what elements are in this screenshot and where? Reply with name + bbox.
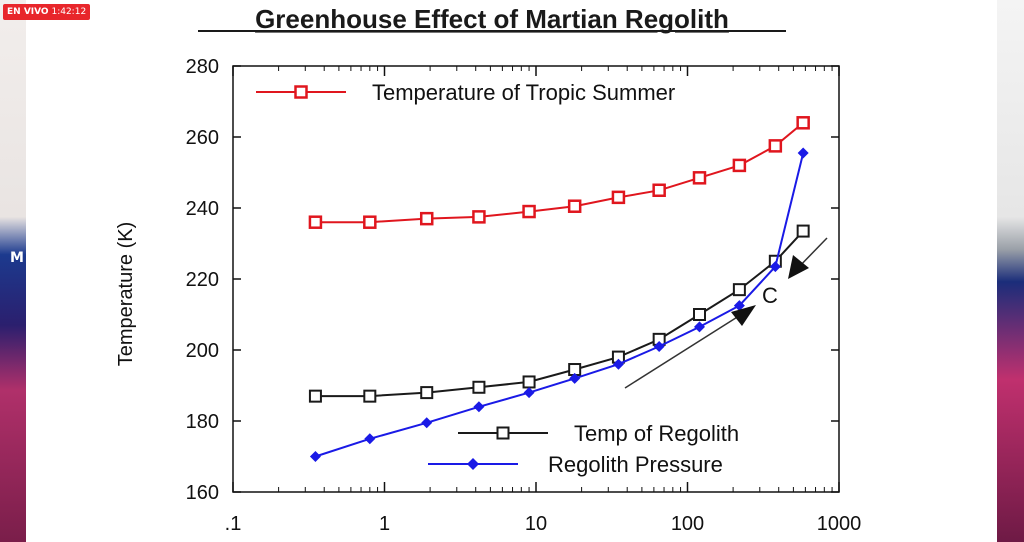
x-ticks: .1 1 10 100 1000	[225, 66, 862, 535]
data-point	[692, 308, 706, 321]
data-point	[569, 372, 581, 384]
data-point	[692, 171, 707, 185]
data-point	[523, 387, 535, 399]
x-tick-label: .1	[225, 513, 242, 535]
data-point	[363, 389, 377, 403]
y-axis-label: Temperature (K)	[115, 222, 137, 367]
annotation-arrow-line-lower	[624, 308, 751, 389]
data-point	[769, 261, 781, 273]
x-tick-label: 1000	[817, 513, 862, 535]
legend-label-regolith-temp: Temp of Regolith	[574, 421, 739, 446]
annotation-label: C	[762, 283, 778, 308]
data-point	[364, 433, 376, 445]
left-strip-letter: M	[10, 250, 24, 266]
y-tick-label: 220	[186, 269, 219, 291]
live-label: EN VIVO	[7, 7, 49, 17]
data-point	[472, 210, 486, 224]
y-tick-label: 240	[186, 198, 219, 220]
y-tick-label: 260	[186, 127, 219, 149]
left-video-strip: M	[0, 0, 26, 542]
legend-marker-regolith-temp	[496, 426, 510, 440]
annotation-arrowhead-lower	[731, 305, 756, 326]
data-point	[768, 139, 783, 153]
chart: Greenhouse Effect of Martian Regolith Te…	[115, 4, 862, 535]
data-point	[652, 183, 666, 197]
plot-frame	[232, 65, 840, 493]
series-line-0	[315, 122, 804, 224]
data-point	[472, 380, 486, 394]
x-tick-label: 1	[379, 513, 390, 535]
data-point	[473, 401, 485, 413]
chart-title: Greenhouse Effect of Martian Regolith	[255, 4, 729, 34]
legend-marker-tropic	[294, 85, 308, 99]
data-point	[797, 147, 809, 159]
data-point	[363, 215, 377, 229]
annotation-arrowhead-upper	[788, 255, 809, 279]
x-tick-label: 100	[671, 513, 704, 535]
data-point	[653, 340, 665, 352]
series-layer	[308, 116, 810, 462]
data-point	[733, 300, 745, 312]
live-badge: EN VIVO 1:42:12	[3, 4, 91, 20]
data-point	[421, 417, 433, 429]
data-point	[796, 224, 810, 238]
y-tick-label: 180	[186, 411, 219, 433]
series-line-2	[315, 152, 805, 458]
y-tick-label: 200	[186, 340, 219, 362]
y-tick-label: 160	[186, 482, 219, 504]
data-point	[567, 199, 582, 213]
y-tick-label: 280	[186, 56, 219, 78]
legend-label-regolith-pressure: Regolith Pressure	[548, 452, 723, 477]
data-point	[309, 451, 321, 462]
data-point	[308, 215, 323, 229]
data-point	[522, 375, 536, 389]
right-video-strip	[997, 0, 1024, 542]
data-point	[693, 321, 705, 333]
data-point	[732, 158, 747, 173]
annotation: C	[624, 237, 828, 389]
series-line-1	[315, 230, 804, 398]
data-point	[612, 358, 624, 370]
data-point	[522, 204, 536, 219]
legend-label-tropic: Temperature of Tropic Summer	[372, 80, 675, 105]
legend: Temperature of Tropic Summer Temp of Reg…	[256, 80, 739, 477]
live-time: 1:42:12	[51, 7, 87, 17]
legend-marker-regolith-pressure	[467, 458, 479, 470]
y-ticks: 160 180 200 220 240 260 280	[186, 56, 839, 504]
data-point	[420, 386, 434, 400]
data-point	[419, 211, 434, 226]
data-point	[796, 116, 810, 130]
data-point	[611, 190, 626, 205]
data-point	[308, 389, 322, 403]
x-tick-label: 10	[525, 513, 547, 535]
data-point	[732, 283, 746, 297]
